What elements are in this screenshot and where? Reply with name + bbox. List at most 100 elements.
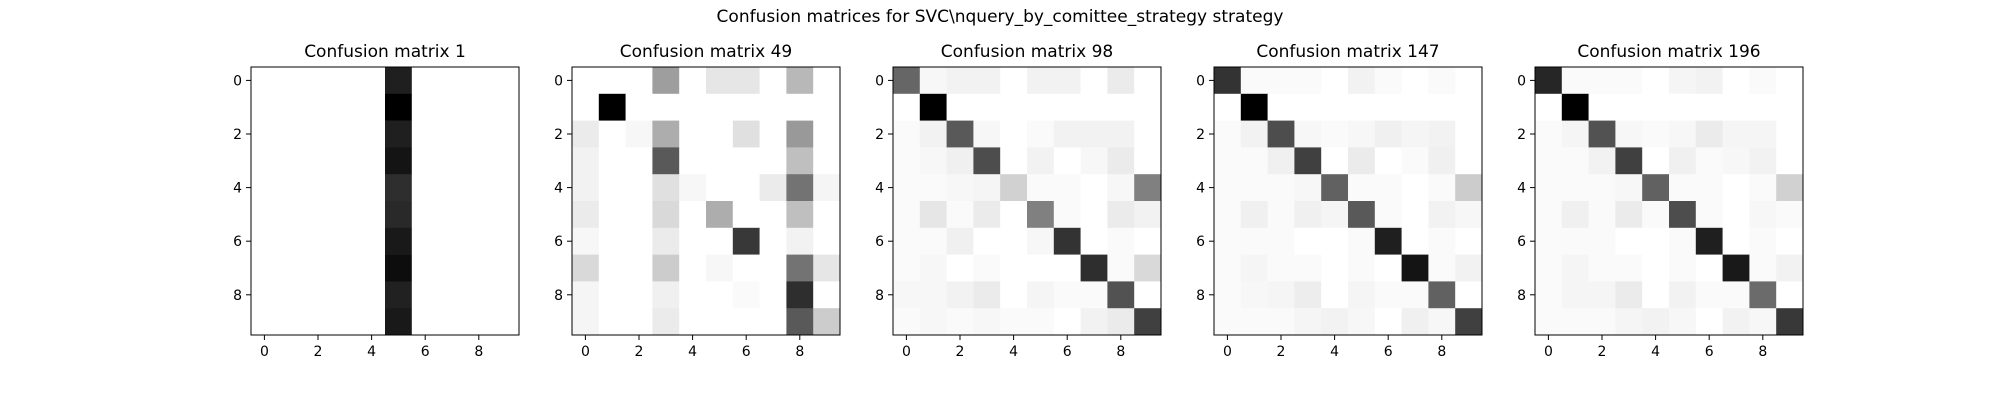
heatmap-cell bbox=[304, 201, 332, 229]
heatmap-cell bbox=[304, 67, 332, 95]
heatmap-cell bbox=[277, 308, 305, 336]
y-tick-label: 4 bbox=[1196, 181, 1205, 197]
heatmap-cell bbox=[1374, 147, 1402, 175]
heatmap-cell bbox=[759, 174, 787, 202]
heatmap-cell bbox=[1267, 174, 1295, 202]
x-tick-label: 2 bbox=[956, 344, 965, 360]
heatmap-cell bbox=[438, 147, 466, 175]
y-tick-label: 8 bbox=[1517, 288, 1526, 304]
heatmap-cell bbox=[1561, 174, 1589, 202]
heatmap-cell bbox=[1240, 201, 1268, 229]
heatmap-cell bbox=[1053, 227, 1081, 255]
heatmap-cell bbox=[1776, 67, 1804, 95]
heatmap-cell bbox=[1722, 281, 1750, 309]
heatmap-cell bbox=[465, 227, 493, 255]
heatmap-cell bbox=[1749, 201, 1777, 229]
heatmap-cell bbox=[1080, 147, 1108, 175]
heatmap-cell bbox=[679, 67, 707, 95]
heatmap-cell bbox=[706, 227, 734, 255]
heatmap-cell bbox=[1134, 201, 1162, 229]
heatmap-cell bbox=[625, 147, 653, 175]
heatmap-cell bbox=[1722, 201, 1750, 229]
heatmap-cell bbox=[679, 254, 707, 282]
heatmap-cell bbox=[304, 254, 332, 282]
heatmap-cell bbox=[465, 67, 493, 95]
heatmap-cell bbox=[919, 281, 947, 309]
x-tick-label: 6 bbox=[1384, 344, 1393, 360]
heatmap-cell bbox=[813, 281, 841, 309]
heatmap-cell bbox=[1669, 174, 1697, 202]
heatmap-cell bbox=[1214, 254, 1242, 282]
x-tick-label: 4 bbox=[1009, 344, 1018, 360]
heatmap-cell bbox=[385, 281, 413, 309]
heatmap-cell bbox=[492, 201, 520, 229]
y-tick-label: 2 bbox=[1196, 127, 1205, 143]
heatmap-cell bbox=[1749, 147, 1777, 175]
heatmap-cell bbox=[1000, 120, 1028, 148]
heatmap-cell bbox=[438, 227, 466, 255]
heatmap-cell bbox=[1214, 174, 1242, 202]
heatmap-cell bbox=[1695, 174, 1723, 202]
heatmap-cell bbox=[1267, 254, 1295, 282]
heatmap-cell bbox=[973, 67, 1001, 95]
heatmap-cell bbox=[385, 227, 413, 255]
heatmap-cell bbox=[598, 93, 626, 121]
heatmap-cell bbox=[1000, 67, 1028, 95]
heatmap-cell bbox=[1695, 120, 1723, 148]
heatmap-cell bbox=[1374, 174, 1402, 202]
heatmap-cell bbox=[732, 67, 760, 95]
heatmap-cell bbox=[1080, 227, 1108, 255]
heatmap-cell bbox=[465, 174, 493, 202]
y-tick-label: 6 bbox=[233, 234, 242, 250]
heatmap-cell bbox=[919, 147, 947, 175]
heatmap-cell bbox=[492, 254, 520, 282]
heatmap-cell bbox=[893, 67, 921, 95]
heatmap-cell bbox=[1749, 120, 1777, 148]
heatmap-cell bbox=[1107, 67, 1135, 95]
y-tick-label: 2 bbox=[875, 127, 884, 143]
heatmap-cell bbox=[1321, 67, 1349, 95]
x-tick-label: 0 bbox=[1223, 344, 1232, 360]
heatmap-cell bbox=[946, 281, 974, 309]
heatmap-cell bbox=[1374, 227, 1402, 255]
heatmap-cell bbox=[973, 201, 1001, 229]
heatmap-cell bbox=[813, 147, 841, 175]
heatmap-cell bbox=[1027, 308, 1055, 336]
y-tick-label: 6 bbox=[875, 234, 884, 250]
heatmap-cell bbox=[277, 93, 305, 121]
heatmap-cell bbox=[946, 227, 974, 255]
heatmap-cell bbox=[1588, 93, 1616, 121]
heatmap-cell bbox=[1294, 120, 1322, 148]
heatmap-cell bbox=[1588, 308, 1616, 336]
heatmap-cell bbox=[1107, 174, 1135, 202]
heatmap-cell bbox=[1749, 93, 1777, 121]
heatmap-cell bbox=[251, 147, 279, 175]
heatmap-cell bbox=[1722, 227, 1750, 255]
heatmap-cell bbox=[652, 93, 680, 121]
heatmap-cell bbox=[1321, 308, 1349, 336]
x-tick-label: 2 bbox=[314, 344, 323, 360]
y-tick-label: 8 bbox=[875, 288, 884, 304]
heatmap-cell bbox=[706, 254, 734, 282]
heatmap-cell bbox=[465, 93, 493, 121]
axes-frame bbox=[892, 66, 1162, 336]
panel-title: Confusion matrix 1 bbox=[304, 42, 466, 62]
heatmap-cell bbox=[1294, 201, 1322, 229]
axes-frame bbox=[250, 66, 520, 336]
heatmap-cell bbox=[438, 254, 466, 282]
heatmap-cell bbox=[572, 93, 600, 121]
heatmap-cell bbox=[1455, 227, 1483, 255]
heatmap-cell bbox=[304, 93, 332, 121]
heatmap-cell bbox=[1455, 93, 1483, 121]
heatmap-cell bbox=[1000, 147, 1028, 175]
heatmap-cell bbox=[277, 120, 305, 148]
heatmap-cell bbox=[304, 308, 332, 336]
heatmap-cell bbox=[1214, 281, 1242, 309]
heatmap-cell bbox=[732, 174, 760, 202]
heatmap-cell bbox=[251, 254, 279, 282]
heatmap-cell bbox=[679, 120, 707, 148]
heatmap-cell bbox=[1535, 93, 1563, 121]
heatmap-cell bbox=[1080, 67, 1108, 95]
heatmap-cell bbox=[411, 308, 439, 336]
heatmap-cell bbox=[1401, 120, 1429, 148]
